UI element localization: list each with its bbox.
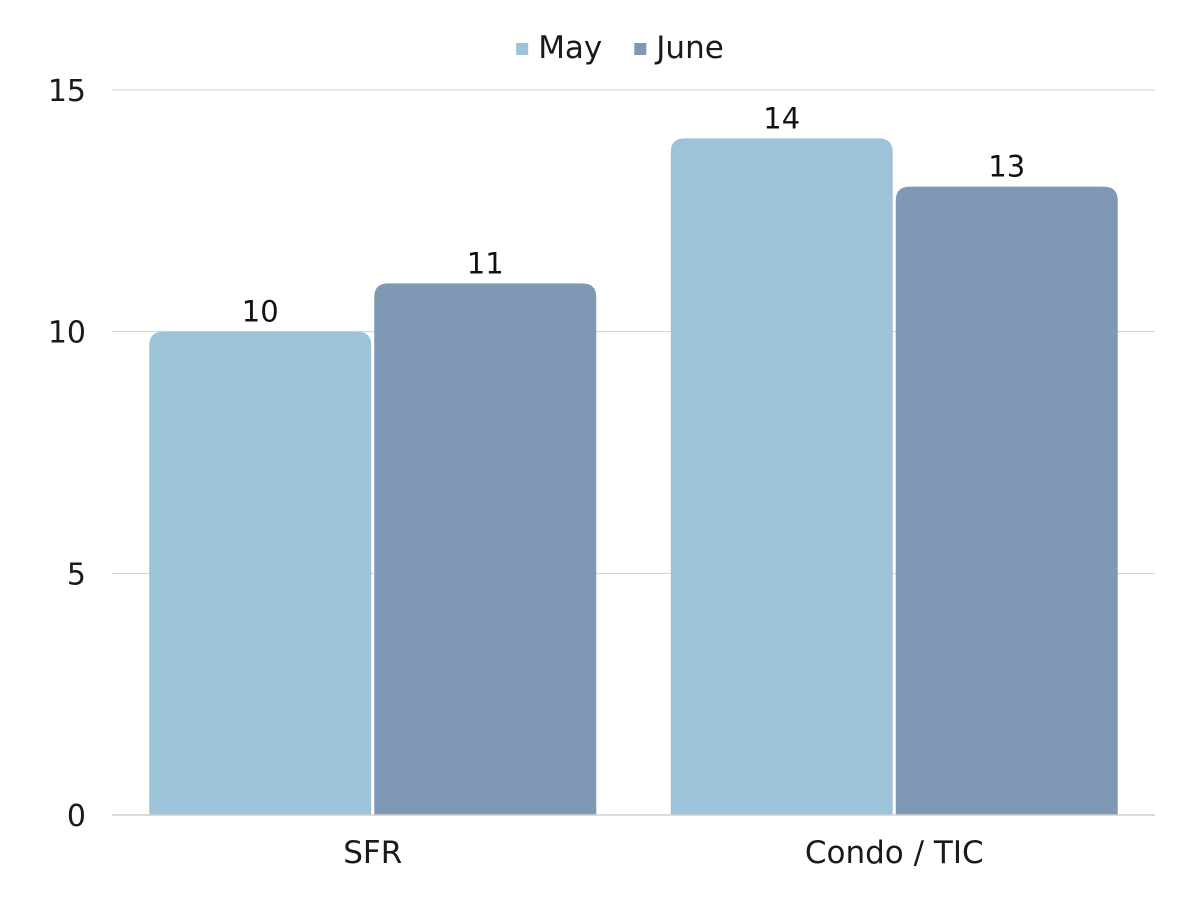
data-label: 14 xyxy=(763,101,800,135)
bar-june-0 xyxy=(374,283,597,815)
bar-june-1 xyxy=(895,186,1118,815)
x-tick-label: Condo / TIC xyxy=(805,835,984,871)
y-tick-label: 10 xyxy=(48,316,86,351)
legend-item-may: May xyxy=(516,30,602,66)
bar-may-0 xyxy=(149,331,372,815)
data-label: 11 xyxy=(467,246,504,280)
x-tick-label: SFR xyxy=(343,835,402,871)
data-label: 10 xyxy=(242,295,279,329)
data-labels: 10 11 14 13 xyxy=(242,101,1025,328)
bars xyxy=(149,138,1118,816)
data-label: 13 xyxy=(988,150,1025,184)
legend-swatch xyxy=(516,43,529,55)
bar-may-1 xyxy=(670,138,893,816)
y-tick-label: 5 xyxy=(67,557,86,592)
y-tick-label: 0 xyxy=(67,799,86,834)
axes: 0 5 10 15 SFR Condo / TIC xyxy=(48,74,1155,871)
legend-item-june: June xyxy=(634,30,724,66)
legend: May June xyxy=(516,30,724,66)
legend-label: June xyxy=(654,30,724,66)
legend-label: May xyxy=(538,30,602,66)
legend-swatch xyxy=(634,43,647,55)
y-tick-label: 15 xyxy=(48,74,86,109)
